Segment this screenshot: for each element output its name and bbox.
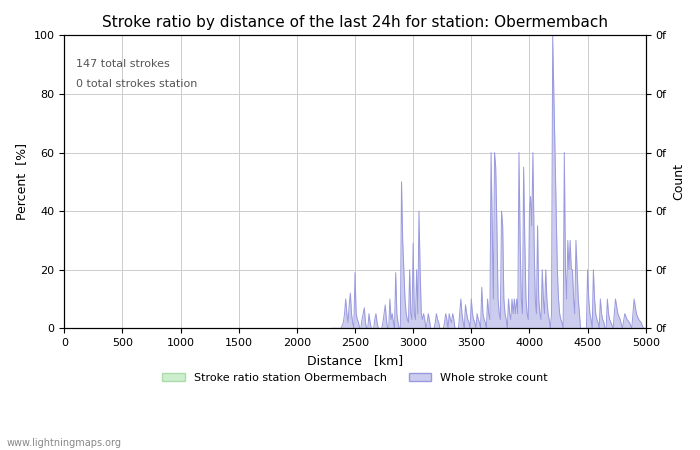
Y-axis label: Count: Count [672, 163, 685, 200]
Legend: Stroke ratio station Obermembach, Whole stroke count: Stroke ratio station Obermembach, Whole … [158, 369, 552, 387]
Text: 0 total strokes station: 0 total strokes station [76, 79, 197, 89]
X-axis label: Distance   [km]: Distance [km] [307, 354, 403, 367]
Text: www.lightningmaps.org: www.lightningmaps.org [7, 437, 122, 447]
Text: 147 total strokes: 147 total strokes [76, 59, 169, 69]
Y-axis label: Percent  [%]: Percent [%] [15, 144, 28, 220]
Title: Stroke ratio by distance of the last 24h for station: Obermembach: Stroke ratio by distance of the last 24h… [102, 15, 608, 30]
